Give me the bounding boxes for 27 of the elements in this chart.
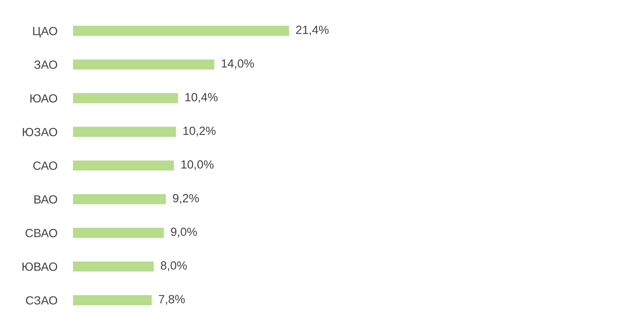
y-tick-label: СВАО <box>26 228 58 238</box>
bar <box>73 160 174 171</box>
data-label: 8,0% <box>160 261 187 272</box>
bar <box>73 59 214 70</box>
y-tick-label: ЦАО <box>33 26 58 38</box>
data-label: 10,0% <box>181 160 214 170</box>
data-label: 7,8% <box>158 294 185 305</box>
y-tick-label: СЗАО <box>26 296 58 305</box>
data-label: 9,2% <box>172 194 199 204</box>
y-tick-label: ЮЗАО <box>22 128 58 136</box>
y-tick-label: ЗАО <box>34 60 58 69</box>
data-label: 21,4% <box>296 26 329 36</box>
bar <box>73 93 178 104</box>
data-label: 9,0% <box>170 228 197 238</box>
bar <box>73 194 166 204</box>
y-tick-label: ЮАО <box>30 94 58 103</box>
y-tick-label: САО <box>33 162 58 170</box>
bar <box>73 261 154 272</box>
data-label: 10,2% <box>183 126 216 136</box>
bar <box>73 26 289 36</box>
bar <box>73 228 164 238</box>
y-tick-label: ВАО <box>34 195 58 204</box>
bar <box>73 295 152 306</box>
data-label: 14,0% <box>222 59 254 70</box>
y-tick-label: ЮВАО <box>22 262 58 271</box>
bar <box>73 126 176 137</box>
data-label: 10,4% <box>185 92 218 103</box>
